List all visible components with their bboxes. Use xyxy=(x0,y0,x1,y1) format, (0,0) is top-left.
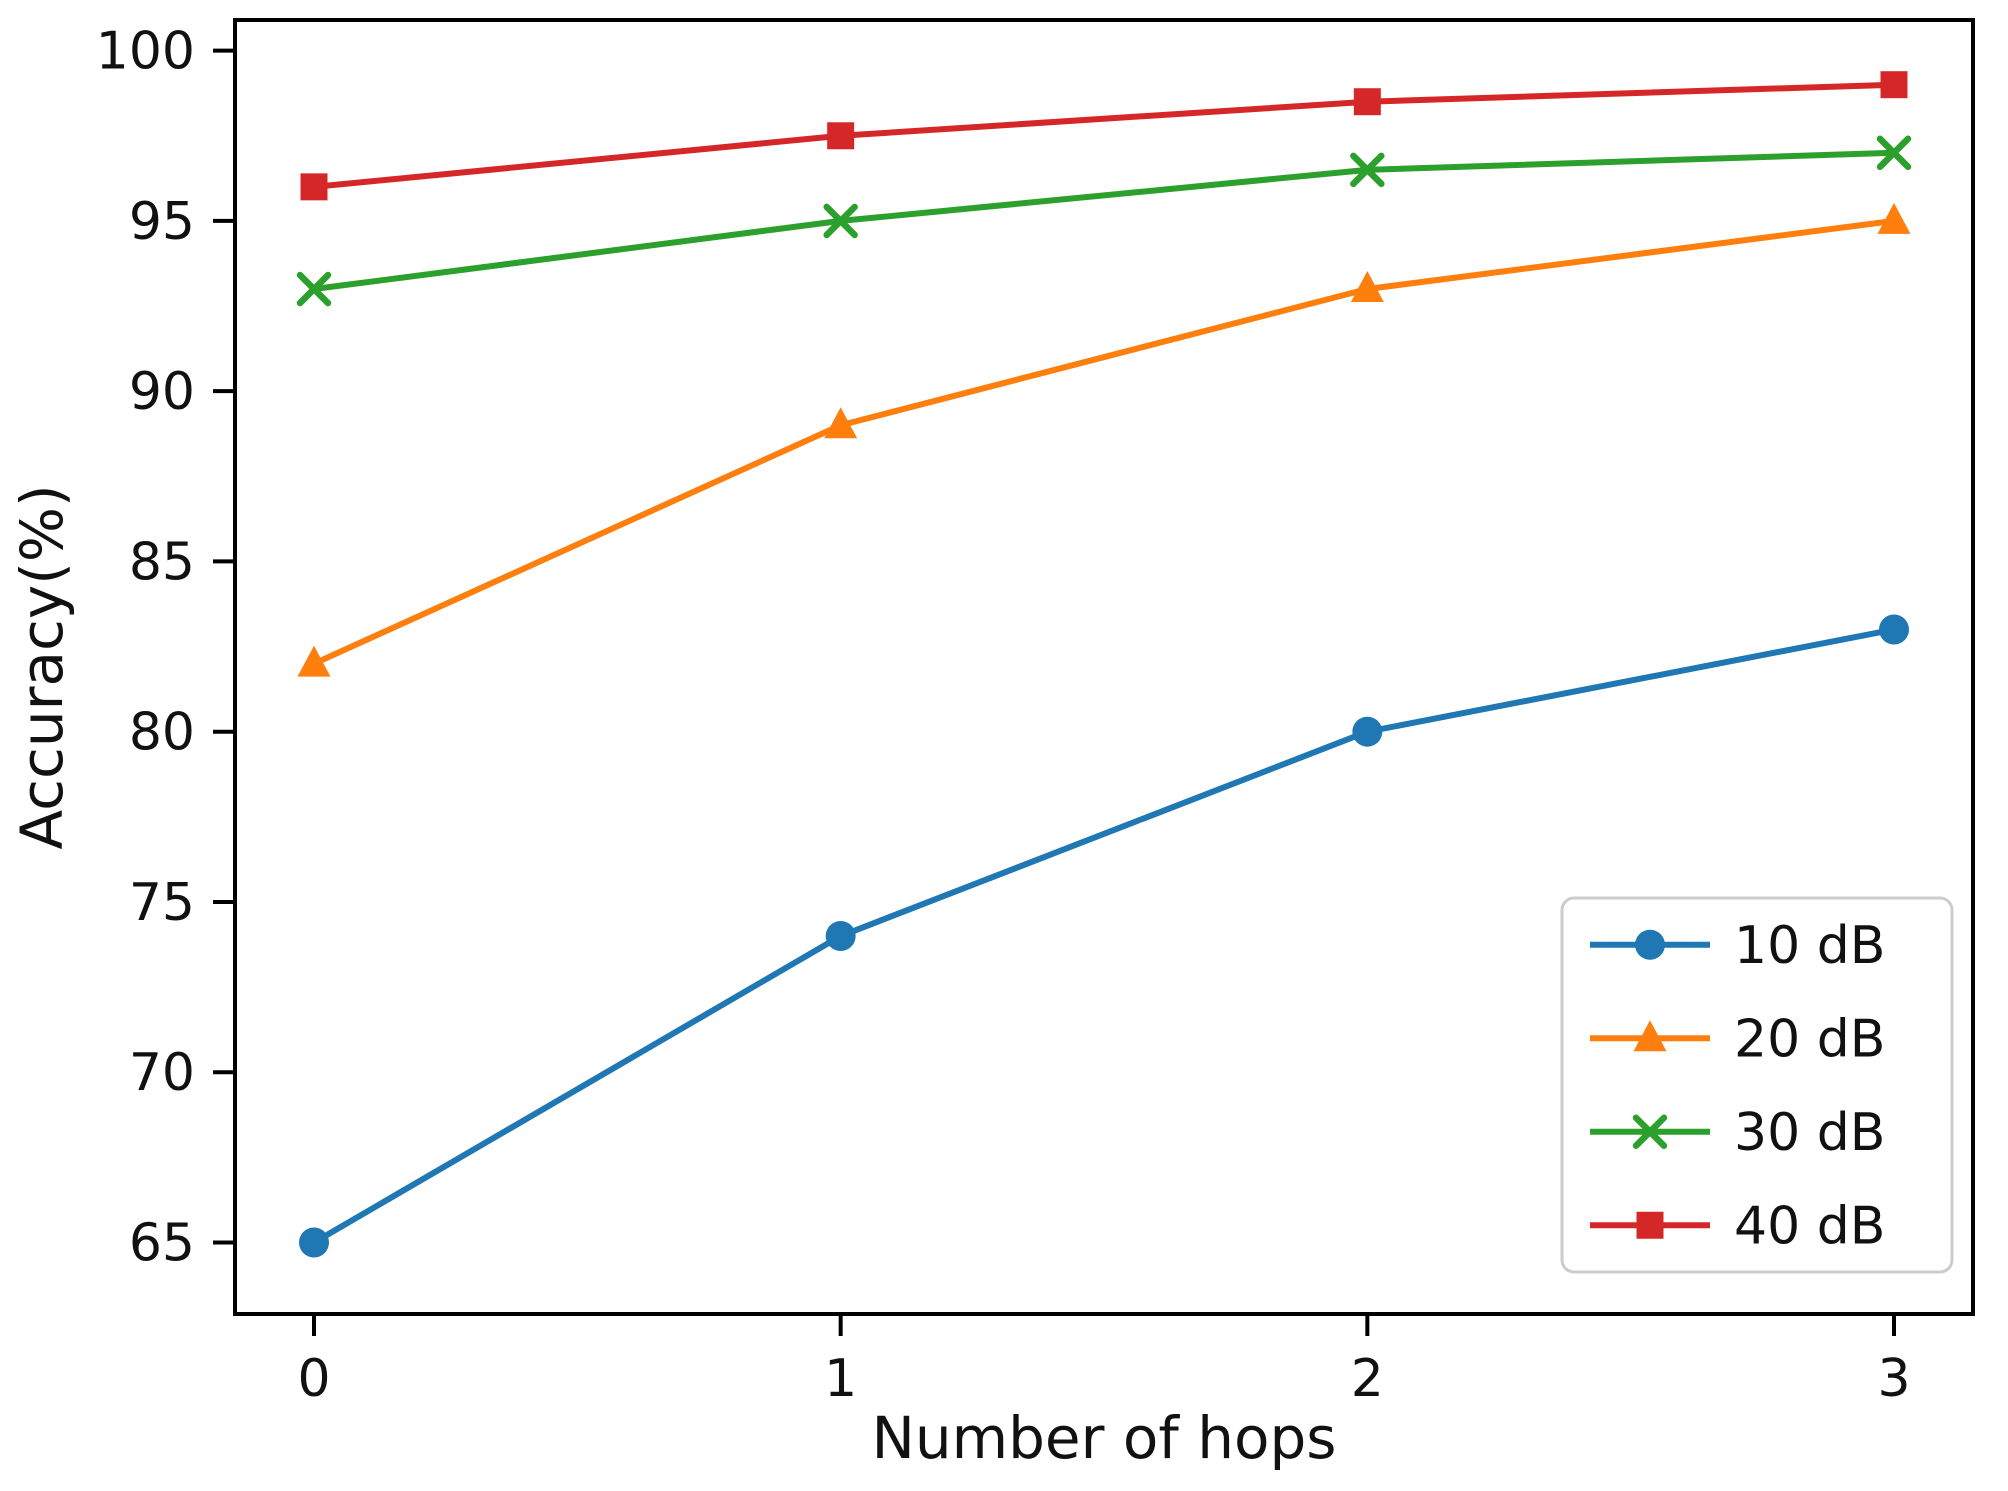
legend-item: 40 dB xyxy=(1590,1196,1885,1256)
y-tick-label: 95 xyxy=(129,192,195,252)
data-point-marker xyxy=(827,122,855,150)
legend-marker xyxy=(1632,1114,1668,1149)
x-tick-label: 0 xyxy=(297,1349,330,1409)
y-tick-label: 70 xyxy=(129,1043,195,1103)
x-tick-label: 3 xyxy=(1877,1349,1910,1409)
plot-area xyxy=(233,18,1975,1316)
series-line-10db xyxy=(312,626,1895,1246)
series-30db xyxy=(296,135,1912,307)
axis-ticks: 0 1 2 3 65 70 75 80 85 90 95 100 xyxy=(96,22,1911,1409)
legend-label: 20 dB xyxy=(1734,1009,1885,1069)
legend-item: 20 dB xyxy=(1590,1009,1885,1069)
data-point-marker xyxy=(825,921,856,952)
y-tick-label: 90 xyxy=(129,362,195,422)
legend-marker xyxy=(1635,929,1665,960)
data-point-marker xyxy=(1877,202,1911,234)
series-20db xyxy=(297,202,1911,677)
x-tick-label: 1 xyxy=(824,1349,857,1409)
data-point-marker xyxy=(296,271,332,307)
data-point-marker xyxy=(823,203,858,239)
legend-label: 10 dB xyxy=(1734,916,1885,976)
x-axis-label: Number of hops xyxy=(871,1404,1336,1472)
data-point-marker xyxy=(1352,716,1383,747)
data-point-marker xyxy=(299,1227,329,1258)
legend-marker xyxy=(1633,1020,1667,1052)
legend-label: 30 dB xyxy=(1734,1103,1885,1163)
legend-item: 30 dB xyxy=(1590,1103,1885,1163)
series-10db xyxy=(299,614,1909,1258)
data-point-marker xyxy=(824,407,858,439)
y-tick-label: 75 xyxy=(129,873,195,933)
data-point-marker xyxy=(297,645,331,677)
y-tick-label: 65 xyxy=(129,1213,195,1273)
legend-item: 10 dB xyxy=(1590,916,1885,976)
y-axis-label: Accuracy(%) xyxy=(8,484,76,849)
y-tick-label: 100 xyxy=(96,22,195,82)
y-tick-label: 80 xyxy=(129,703,195,763)
series-line-20db xyxy=(312,217,1895,667)
data-point-marker xyxy=(1353,88,1381,116)
series-line-40db xyxy=(313,81,1895,190)
legend-box xyxy=(1560,896,1954,1274)
x-tick-label: 2 xyxy=(1351,1349,1384,1409)
legend: 10 dB 20 dB 30 dB 40 dB xyxy=(1560,896,1954,1274)
data-point-marker xyxy=(1879,614,1909,645)
data-point-marker xyxy=(300,173,328,201)
data-point-marker xyxy=(1880,71,1908,99)
data-point-marker xyxy=(1876,135,1912,171)
y-tick-label: 85 xyxy=(129,532,195,592)
legend-marker xyxy=(1636,1211,1664,1239)
series-line-30db xyxy=(313,149,1895,292)
data-point-marker xyxy=(1350,152,1385,188)
legend-label: 40 dB xyxy=(1734,1196,1885,1256)
data-point-marker xyxy=(1350,271,1384,303)
series-40db xyxy=(300,71,1908,201)
